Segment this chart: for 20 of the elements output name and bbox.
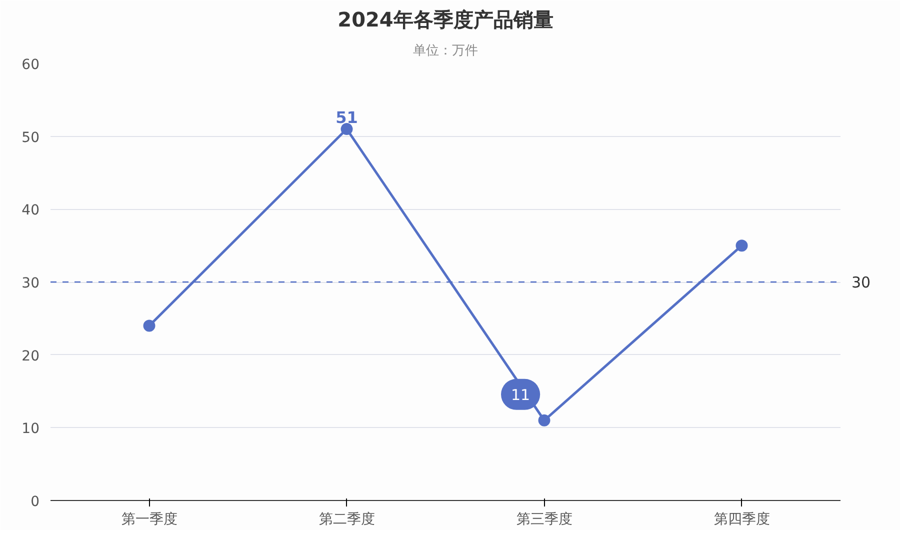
y-tick-label: 50 bbox=[22, 130, 40, 146]
x-tick-label: 第三季度 bbox=[516, 512, 572, 528]
data-label: 51 bbox=[336, 108, 358, 128]
point bbox=[143, 320, 156, 332]
x-tick-label: 第二季度 bbox=[318, 512, 375, 528]
y-tick-label: 30 bbox=[22, 276, 40, 292]
point bbox=[736, 240, 748, 252]
x-tick-label: 第一季度 bbox=[121, 512, 178, 528]
point bbox=[340, 123, 353, 136]
y-tick-label: 10 bbox=[22, 421, 40, 438]
y-tick-label: 60 bbox=[22, 57, 40, 73]
y-tick-label: 0 bbox=[30, 494, 40, 510]
point bbox=[538, 414, 550, 426]
chart-subtitle: 单位：万件 bbox=[413, 44, 478, 58]
data-label: 11 bbox=[511, 386, 530, 404]
ref-line-label: 30 bbox=[852, 274, 871, 292]
chart-title: 2024年各季度产品销量 bbox=[338, 8, 554, 32]
y-tick-label: 40 bbox=[22, 202, 40, 219]
y-tick-label: 20 bbox=[22, 348, 40, 364]
x-tick-label: 第四季度 bbox=[714, 512, 770, 528]
